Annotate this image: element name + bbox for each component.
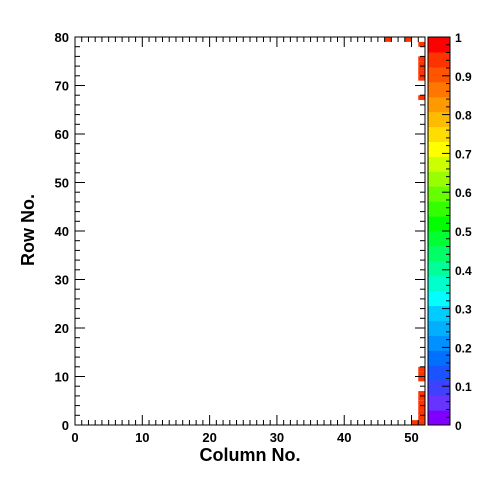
colorbar-segment [428, 320, 450, 336]
colorbar-tick-label: 0.9 [455, 70, 472, 84]
y-axis-title: Row No. [18, 194, 38, 266]
heatmap-cell-11 [418, 376, 425, 382]
colorbar-tick-label: 0.5 [455, 225, 472, 239]
plot-frame [74, 36, 426, 426]
colorbar-segment [428, 126, 450, 142]
heatmap-cell-3 [418, 56, 425, 62]
colorbar-segment [428, 66, 450, 83]
colorbar-tick-label: 0 [455, 419, 462, 433]
colorbar-segment [428, 156, 450, 172]
colorbar-segment [428, 111, 450, 128]
heatmap-cell-1 [404, 37, 412, 42]
heatmap-cell-14 [418, 400, 425, 406]
colorbar-segment [428, 51, 450, 68]
colorbar-segment [428, 410, 450, 426]
colorbar-segment [428, 81, 450, 98]
colorbar-tick-label: 0.8 [455, 109, 472, 123]
heatmap-cell-4 [418, 61, 425, 67]
colorbar-tick-label: 0.4 [455, 264, 472, 278]
colorbar-tick-label: 0.2 [455, 341, 472, 355]
colorbar-segment [428, 231, 450, 247]
colorbar-tick-labels: 0 0.1 0.2 0.3 0.4 0.5 0.6 0.7 0.8 0.9 1 [455, 31, 472, 433]
colorbar-tick-label: 0.7 [455, 147, 472, 161]
x-tick-label: 30 [270, 430, 284, 445]
heatmap-cell-15 [418, 405, 425, 411]
heatmap-cell-0 [384, 37, 392, 42]
heatmap-cell-8 [418, 95, 425, 101]
colorbar-segment [428, 171, 450, 187]
colorbar-segment [428, 305, 450, 322]
colorbar-segment [428, 216, 450, 232]
colorbar-segment [428, 186, 450, 202]
colorbar-segment [428, 365, 450, 381]
x-tick-label: 40 [337, 430, 351, 445]
heatmap-cell-13 [418, 395, 425, 401]
colorbar-segment [428, 37, 450, 53]
heatmap-cell-17 [418, 415, 425, 421]
colorbar-segment [428, 245, 450, 262]
heatmap-cell-2 [418, 41, 425, 47]
colorbar-segment [428, 395, 450, 411]
y-tick-label: 80 [55, 30, 69, 45]
colorbar-tick-label: 0.6 [455, 186, 472, 200]
colorbar-segment [428, 96, 450, 113]
heatmap-cell-7 [418, 75, 425, 81]
x-tick-label: 50 [404, 430, 418, 445]
x-tick-label: 10 [135, 430, 149, 445]
heatmap-cell-10 [418, 371, 425, 377]
colorbar-tick-label: 0.3 [455, 303, 472, 317]
y-tick-labels: 0 10 20 30 40 50 60 70 80 [55, 30, 69, 433]
x-tick-label: 0 [71, 430, 78, 445]
colorbar-segment [428, 380, 450, 396]
heatmap-cell-18 [418, 420, 425, 425]
y-tick-label: 70 [55, 79, 69, 94]
heatmap-cell-12 [418, 391, 425, 396]
x-tick-labels: 0 10 20 30 40 50 [71, 430, 418, 445]
colorbar-segment [428, 141, 450, 157]
heatmap-cell-5 [418, 66, 425, 71]
y-tick-label: 40 [55, 224, 69, 239]
colorbar-segment [428, 290, 450, 307]
colorbar-tick-label: 0.1 [455, 380, 472, 394]
y-tick-label: 0 [62, 418, 69, 433]
heatmap-cells [384, 37, 425, 425]
colorbar-tick-label: 1 [455, 31, 462, 45]
colorbar-segment [428, 275, 450, 292]
heatmap-cell-19 [411, 420, 419, 425]
colorbar-segment [428, 350, 450, 366]
heatmap-cell-16 [418, 410, 425, 416]
y-tick-label: 30 [55, 273, 69, 288]
y-tick-label: 20 [55, 321, 69, 336]
x-tick-label: 20 [202, 430, 216, 445]
colorbar-segment [428, 260, 450, 277]
colorbar [427, 36, 451, 426]
y-tick-label: 50 [55, 176, 69, 191]
y-tick-label: 60 [55, 127, 69, 142]
x-axis-title: Column No. [200, 445, 301, 465]
heatmap-cell-6 [418, 70, 425, 76]
axis-ticks [74, 36, 426, 426]
colorbar-segment [428, 335, 450, 351]
heatmap-cell-9 [418, 366, 425, 372]
y-tick-label: 10 [55, 370, 69, 385]
colorbar-segment [428, 201, 450, 217]
